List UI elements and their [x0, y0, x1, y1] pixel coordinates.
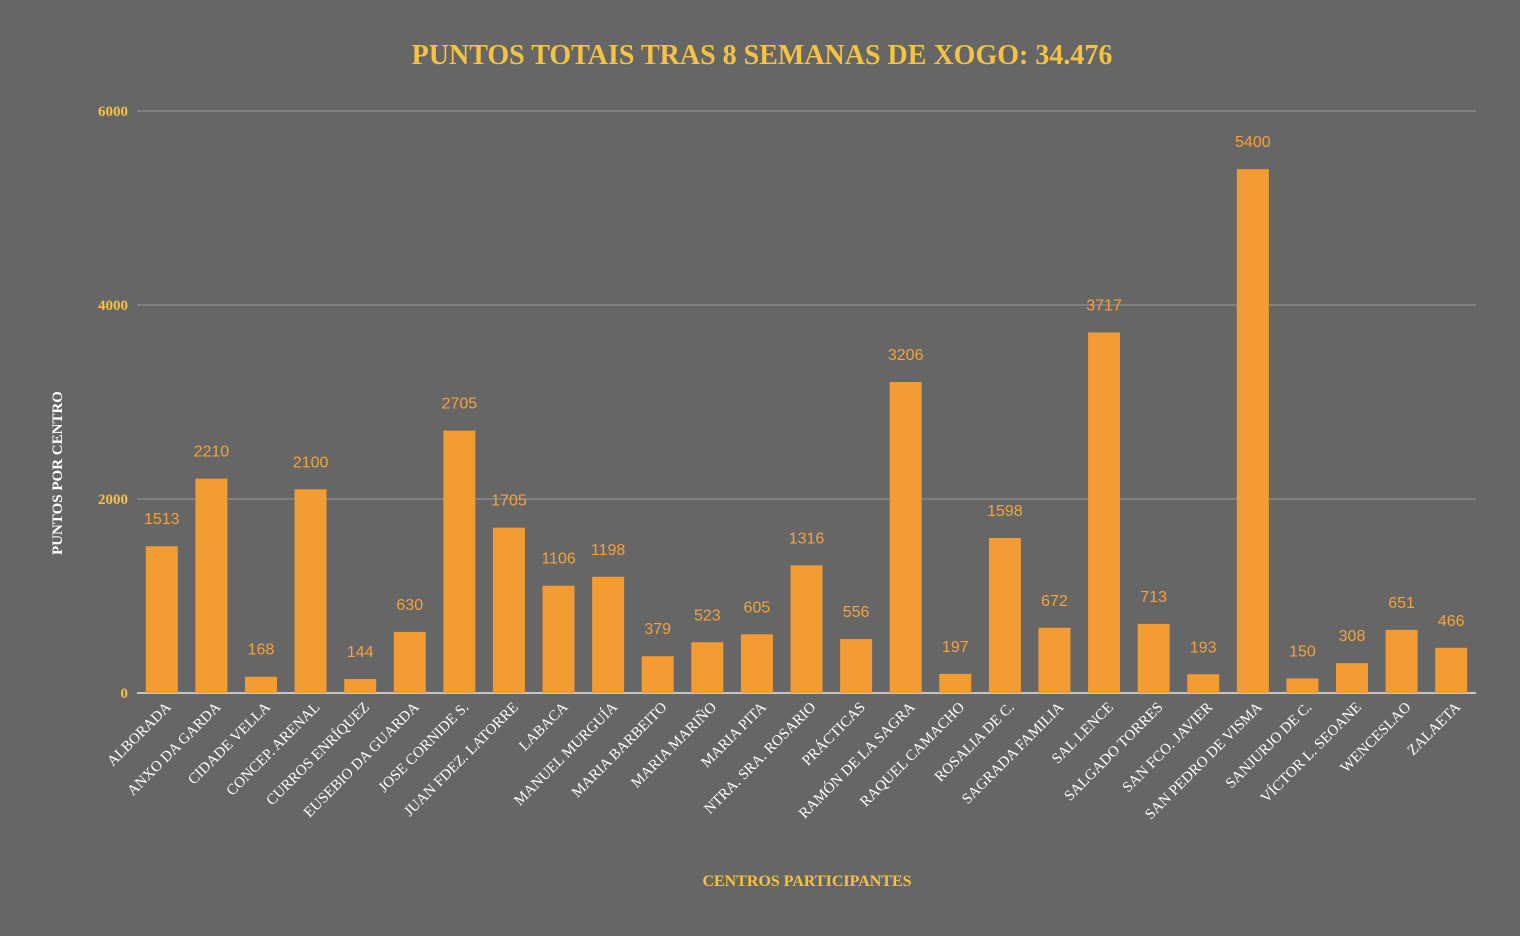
y-tick-label: 2000	[98, 492, 128, 508]
bar	[691, 642, 724, 693]
y-tick-label: 6000	[98, 104, 128, 120]
data-label: 3717	[1086, 297, 1122, 314]
x-tick-label: SALGADO TORRES	[1062, 700, 1167, 805]
x-tick-label: ANXO DA GARDA	[125, 699, 225, 799]
data-label: 651	[1388, 595, 1415, 612]
x-tick-label: ZALAETA	[1405, 699, 1464, 758]
bar	[939, 673, 972, 693]
bar	[1385, 629, 1418, 693]
bar	[344, 679, 377, 693]
y-tick-label: 0	[121, 686, 129, 702]
bar	[1088, 332, 1121, 693]
y-axis-ticks: 0 2000 4000 6000	[98, 104, 128, 702]
data-label: 1316	[789, 530, 825, 547]
y-tick-label: 4000	[98, 298, 128, 314]
data-label: 523	[694, 607, 721, 624]
data-label: 3206	[888, 347, 924, 364]
data-label: 466	[1438, 613, 1465, 630]
x-tick-label: CONCEP. ARENAL	[224, 700, 324, 800]
data-label: 713	[1140, 589, 1167, 606]
bar	[492, 527, 525, 693]
data-label: 1106	[541, 551, 576, 568]
bar	[145, 546, 178, 693]
data-label: 1513	[144, 511, 180, 528]
chart-title: PUNTOS TOTAIS TRAS 8 SEMANAS DE XOGO: 34…	[412, 40, 1113, 71]
bar	[294, 489, 327, 693]
bar	[1435, 647, 1468, 693]
data-labels: 1513 2210 168 2100 144 630 2705 1705 1106 1198 379…	[144, 134, 1465, 661]
bar	[1187, 674, 1220, 693]
bar	[889, 382, 922, 693]
bar	[641, 656, 674, 693]
bar	[790, 565, 823, 693]
x-tick-label: SAN FCO. JAVIER	[1120, 700, 1216, 796]
bar	[443, 430, 476, 693]
data-label: 379	[644, 621, 671, 638]
bars	[145, 169, 1468, 693]
data-label: 150	[1289, 643, 1316, 660]
bar	[195, 478, 228, 693]
data-label: 197	[942, 639, 969, 656]
bar	[988, 537, 1021, 693]
x-tick-label: MARIA BARBEITO	[569, 699, 671, 801]
data-label: 5400	[1235, 134, 1271, 151]
data-label: 168	[248, 642, 275, 659]
bar	[1137, 623, 1170, 693]
data-label: 1198	[591, 542, 626, 559]
data-label: 605	[744, 599, 771, 616]
data-label: 672	[1041, 593, 1068, 610]
y-axis-label: PUNTOS POR CENTRO	[50, 391, 66, 555]
x-axis-label: CENTROS PARTICIPANTES	[702, 873, 911, 890]
bar	[542, 585, 575, 693]
bar	[1286, 678, 1319, 693]
data-label: 1598	[987, 503, 1023, 520]
data-label: 2705	[442, 396, 478, 413]
bar	[244, 676, 277, 693]
bar	[740, 634, 773, 693]
bar	[840, 639, 873, 693]
data-label: 630	[396, 597, 423, 614]
data-label: 144	[347, 644, 374, 661]
x-tick-label: SANJURJO DE C.	[1223, 700, 1315, 792]
data-label: 556	[843, 604, 870, 621]
bar	[592, 576, 625, 693]
data-label: 2210	[194, 444, 230, 461]
data-label: 308	[1339, 628, 1366, 645]
bar	[1336, 663, 1369, 693]
bar	[393, 631, 426, 693]
data-label: 1705	[491, 493, 527, 510]
x-tick-label: JOSE CORNIDE S.	[376, 700, 472, 796]
data-label: 2100	[293, 454, 329, 471]
bar	[1038, 627, 1071, 693]
data-label: 193	[1190, 639, 1217, 656]
x-tick-label: MARIA MARIÑO	[628, 699, 720, 791]
bar	[1236, 169, 1269, 693]
